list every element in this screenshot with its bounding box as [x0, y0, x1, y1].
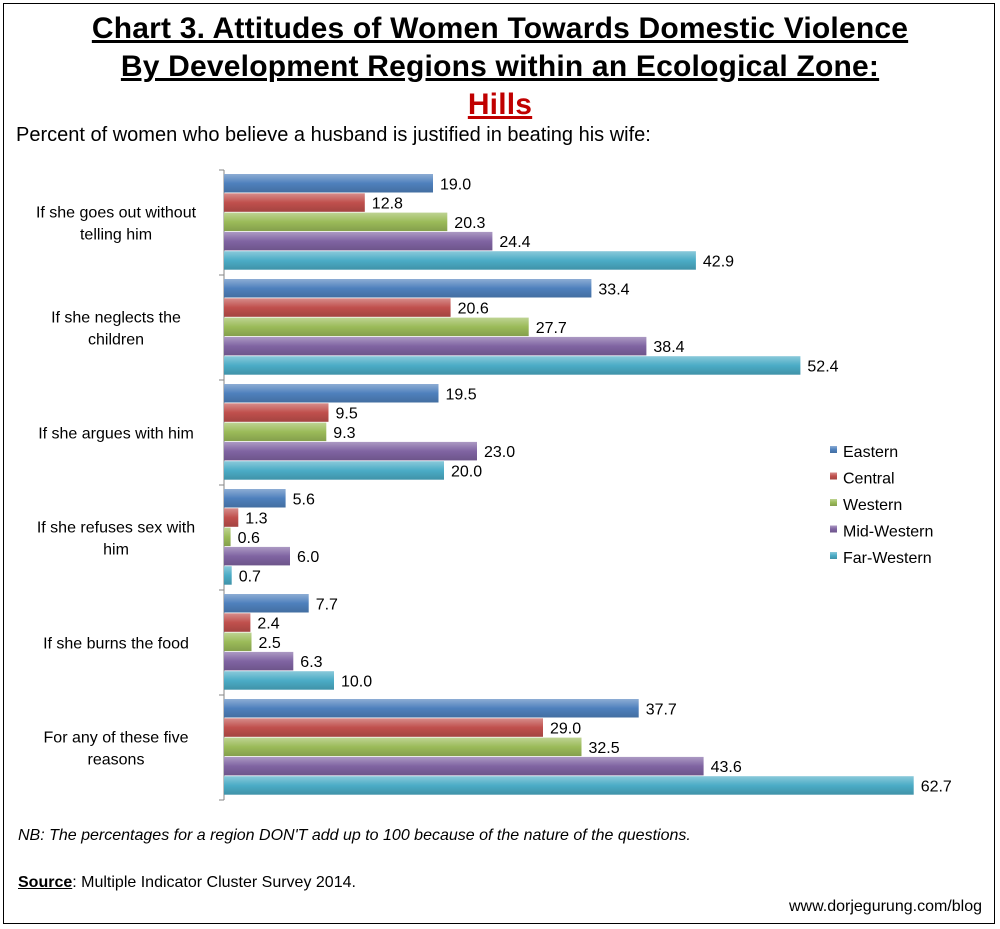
bar-central [224, 718, 543, 737]
data-label: 27.7 [536, 320, 567, 337]
data-label: 10.0 [341, 673, 372, 690]
data-label: 7.7 [316, 596, 338, 613]
data-label: 29.0 [550, 721, 581, 738]
category-label: For any of these five [44, 730, 189, 747]
data-label: 62.7 [921, 778, 952, 795]
website-url: www.dorjegurung.com/blog [789, 898, 982, 915]
data-label: 5.6 [293, 491, 315, 508]
data-label: 52.4 [807, 358, 838, 375]
source-label: Source [18, 874, 73, 891]
bar-eastern [224, 489, 286, 508]
legend-swatch [830, 472, 837, 480]
data-label: 20.6 [458, 301, 489, 318]
chart-title-line1: Chart 3. Attitudes of Women Towards Dome… [91, 12, 909, 45]
bar-far-western [224, 776, 914, 795]
bar-central [224, 298, 451, 317]
bar-central [224, 508, 239, 527]
category-label: telling him [80, 227, 152, 244]
data-label: 19.5 [446, 386, 477, 403]
legend-label: Mid-Western [843, 524, 933, 541]
chart-title-line2: By Development Regions within an Ecologi… [120, 50, 880, 83]
data-label: 42.9 [703, 253, 734, 270]
data-label: 32.5 [589, 740, 620, 757]
category-label: If she goes out without [36, 205, 197, 222]
legend-swatch [830, 552, 837, 559]
chart-title-zone: Hills [467, 88, 533, 121]
bar-western [224, 527, 231, 547]
bar-eastern [224, 384, 439, 403]
legend-label: Far-Western [843, 550, 932, 567]
bar-eastern [224, 279, 592, 298]
data-label: 9.5 [336, 406, 358, 423]
bar-far-western [224, 671, 334, 690]
legend-label: Central [843, 471, 895, 488]
data-label: 20.3 [454, 215, 485, 232]
bar-mid-western [224, 231, 493, 251]
bar-mid-western [224, 756, 704, 776]
data-label: 43.6 [711, 759, 742, 776]
data-label: 33.4 [598, 281, 629, 298]
bar-central [224, 613, 251, 632]
bar-western [224, 737, 582, 757]
bar-mid-western [224, 441, 477, 461]
bar-eastern [224, 699, 639, 718]
legend-swatch [830, 446, 837, 453]
category-label: If she argues with him [38, 426, 194, 443]
data-label: 9.3 [333, 425, 355, 442]
bar-central [224, 403, 329, 422]
bar-western [224, 317, 529, 337]
bar-central [224, 193, 365, 212]
data-label: 37.7 [646, 701, 677, 718]
chart-subtitle: Percent of women who believe a husband i… [16, 124, 651, 146]
bar-far-western [224, 251, 696, 270]
data-label: 23.0 [484, 444, 515, 461]
source-text: : Multiple Indicator Cluster Survey 2014… [72, 874, 356, 891]
category-label: him [103, 542, 129, 559]
bar-western [224, 422, 327, 442]
data-label: 6.3 [300, 654, 322, 671]
legend-swatch [830, 499, 837, 506]
data-label: 19.0 [440, 176, 471, 193]
legend-label: Western [843, 497, 902, 514]
category-label: children [88, 332, 144, 349]
bar-western [224, 632, 252, 652]
category-label: If she neglects the [51, 310, 181, 327]
legend-label: Eastern [843, 444, 898, 461]
data-label: 24.4 [499, 234, 530, 251]
data-label: 2.5 [259, 635, 281, 652]
data-label: 1.3 [245, 511, 267, 528]
data-label: 2.4 [257, 616, 279, 633]
bar-mid-western [224, 336, 647, 356]
data-label: 20.0 [451, 463, 482, 480]
source-line: Source: Multiple Indicator Cluster Surve… [18, 874, 356, 892]
bar-far-western [224, 461, 444, 480]
legend-swatch [830, 525, 837, 533]
category-label: If she refuses sex with [37, 520, 195, 537]
data-label: 0.6 [238, 530, 260, 547]
data-label: 12.8 [372, 196, 403, 213]
bar-far-western [224, 566, 232, 585]
footnote: NB: The percentages for a region DON'T a… [18, 827, 691, 844]
bar-eastern [224, 174, 433, 193]
bar-mid-western [224, 651, 294, 671]
data-label: 6.0 [297, 549, 319, 566]
data-label: 0.7 [239, 568, 261, 585]
bar-eastern [224, 594, 309, 613]
data-label: 38.4 [653, 339, 684, 356]
bar-mid-western [224, 546, 290, 566]
category-label: If she burns the food [43, 636, 189, 653]
category-label: reasons [88, 752, 145, 769]
bar-western [224, 212, 448, 232]
bar-far-western [224, 356, 801, 375]
